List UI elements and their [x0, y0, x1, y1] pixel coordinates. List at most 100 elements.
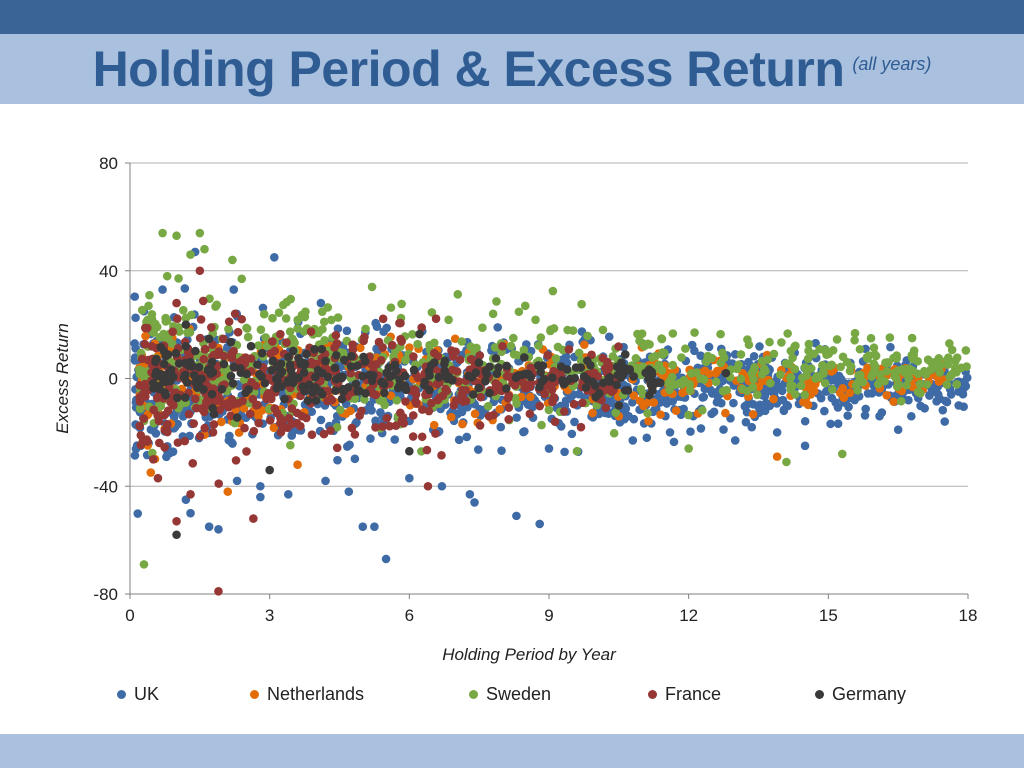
data-point: [656, 378, 665, 388]
data-point: [760, 406, 770, 416]
data-point: [838, 383, 848, 393]
data-point: [130, 292, 140, 301]
data-point: [853, 378, 863, 387]
data-point: [159, 377, 168, 386]
data-point: [405, 473, 414, 483]
data-point: [520, 301, 530, 311]
data-point: [319, 429, 329, 439]
data-point: [286, 294, 296, 304]
data-point: [908, 353, 917, 363]
data-point: [523, 400, 533, 409]
data-point: [276, 329, 285, 339]
data-point: [923, 355, 933, 365]
data-point: [736, 374, 746, 384]
data-point: [199, 354, 209, 364]
data-point: [372, 322, 382, 332]
data-point: [550, 417, 560, 427]
data-point: [637, 329, 647, 339]
legend-marker: [250, 690, 259, 699]
data-point: [833, 419, 843, 428]
legend-item-uk: UK: [117, 684, 159, 705]
data-point: [583, 356, 592, 366]
data-point: [136, 440, 146, 450]
data-point: [356, 343, 365, 353]
data-point: [611, 408, 620, 418]
legend-marker: [469, 690, 478, 699]
data-point: [832, 335, 842, 344]
data-point: [540, 389, 550, 399]
data-point: [261, 333, 270, 342]
data-point: [698, 405, 707, 415]
data-point: [228, 255, 237, 265]
data-point: [894, 380, 903, 390]
data-point: [559, 407, 569, 416]
data-point: [475, 351, 485, 360]
data-point: [191, 394, 200, 404]
data-point: [131, 313, 140, 323]
data-point: [214, 525, 223, 534]
data-point: [553, 342, 563, 352]
data-point: [405, 343, 414, 352]
data-point: [303, 396, 313, 405]
x-tick-label: 18: [959, 606, 978, 625]
data-point: [145, 290, 154, 300]
data-point: [286, 440, 295, 450]
data-point: [370, 522, 379, 531]
data-point: [311, 372, 320, 382]
data-point: [604, 332, 614, 342]
data-point: [704, 369, 714, 379]
data-point: [307, 430, 317, 440]
data-point: [790, 342, 799, 352]
data-point: [243, 332, 253, 342]
data-point: [306, 327, 316, 336]
data-point: [578, 398, 587, 408]
data-point: [455, 355, 465, 364]
data-point: [940, 417, 950, 426]
data-point: [677, 353, 686, 362]
data-point: [755, 400, 765, 410]
data-point: [152, 354, 161, 364]
data-point: [562, 377, 571, 386]
data-point: [778, 395, 788, 405]
legend-marker: [648, 690, 657, 699]
data-point: [418, 405, 427, 414]
data-point: [189, 419, 199, 428]
data-point: [351, 379, 361, 389]
page-title: Holding Period & Excess Return: [92, 41, 845, 97]
data-point: [886, 342, 895, 352]
data-point: [346, 406, 355, 416]
data-point: [750, 362, 759, 372]
data-point: [671, 406, 681, 415]
data-point: [147, 342, 157, 351]
data-point: [224, 317, 234, 326]
data-point: [233, 398, 243, 408]
data-point: [274, 308, 284, 317]
data-point: [227, 353, 237, 363]
data-point: [385, 372, 395, 382]
data-point: [424, 406, 434, 416]
data-point: [827, 393, 837, 403]
data-point: [497, 446, 506, 455]
data-point: [339, 386, 348, 396]
data-point: [427, 398, 436, 408]
data-point: [200, 244, 209, 254]
data-point: [907, 333, 917, 343]
data-point: [285, 327, 295, 336]
data-point: [601, 403, 611, 413]
data-point: [504, 403, 514, 412]
data-point: [769, 349, 779, 359]
data-point: [742, 400, 751, 410]
data-point: [488, 309, 498, 319]
data-point: [681, 344, 690, 353]
data-point: [187, 310, 196, 320]
data-point: [386, 391, 396, 400]
data-point: [342, 326, 352, 336]
data-point: [183, 328, 192, 337]
data-point: [621, 364, 630, 373]
data-point: [159, 347, 169, 356]
data-point: [827, 385, 837, 394]
data-point: [172, 530, 181, 540]
data-point: [405, 446, 414, 456]
data-point: [904, 373, 913, 382]
data-point: [388, 340, 397, 350]
